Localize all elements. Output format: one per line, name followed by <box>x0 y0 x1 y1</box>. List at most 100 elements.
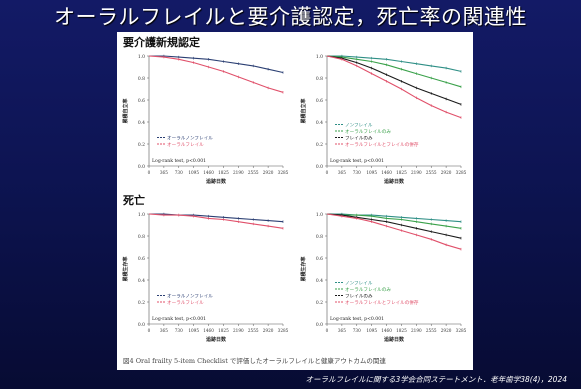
y-tick-label: 1.0 <box>316 212 323 218</box>
x-tick-label: 2190 <box>233 170 244 175</box>
x-tick-label: 2555 <box>248 170 259 175</box>
logrank-annotation: Log-rank test, p<0.001 <box>152 316 206 322</box>
y-tick-label: 1.0 <box>316 54 323 60</box>
x-tick-label: 2555 <box>426 328 437 333</box>
x-tick-label: 365 <box>338 328 346 333</box>
chart-care-right: 0.0 0.2 0.4 0.6 0.8 1.0 0 365 730 1095 1460 1825 219… <box>300 54 467 185</box>
x-axis-label: 追跡日数 <box>384 336 405 343</box>
x-tick-label: 1825 <box>396 328 407 333</box>
series-line <box>326 55 462 119</box>
series-line <box>149 55 284 74</box>
y-tick-label: 1.0 <box>138 212 145 218</box>
x-tick-label: 0 <box>326 328 329 333</box>
x-tick-label: 730 <box>175 328 183 333</box>
y-tick-label: 0.0 <box>138 322 145 328</box>
y-axis-label: 累積生存率 <box>300 256 307 281</box>
legend-label: オーラルフレイル <box>167 300 204 306</box>
x-tick-label: 730 <box>175 170 183 175</box>
footer-citation: オーラルフレイルに関する3学会合同ステートメント．老年歯学38(4)，2024 <box>305 375 567 384</box>
logrank-annotation: Log-rank test, p<0.001 <box>330 316 384 322</box>
y-tick-label: 0.0 <box>138 164 145 170</box>
series-line <box>326 213 462 229</box>
legend-label: オーラルフレイルのみ <box>345 129 391 135</box>
legend-label: オーラルフレイルとフレイルの併存 <box>345 141 419 148</box>
slide-title: オーラルフレイルと要介護認定，死亡率の関連性 <box>54 5 527 29</box>
x-tick-label: 730 <box>353 328 361 333</box>
y-tick-label: 1.0 <box>138 54 145 60</box>
y-tick-label: 0.2 <box>316 300 323 306</box>
x-tick-label: 1460 <box>203 328 214 333</box>
figure-caption: 図4 Oral frailty 5-item Checklist で評価したオー… <box>123 357 386 365</box>
legend-label: フレイルのみ <box>345 135 373 141</box>
legend-label: オーラルフレイルとフレイルの併存 <box>345 299 419 306</box>
chart-death-right: 0.0 0.2 0.4 0.6 0.8 1.0 0 365 730 1095 1460 1825 219… <box>300 212 467 343</box>
y-tick-label: 0.2 <box>138 142 145 148</box>
x-axis-label: 追跡日数 <box>384 178 405 185</box>
figure-panel: 要介護新規認定 死亡 0.0 0.2 0.4 0.6 0.8 1.0 0 365 730 1095… <box>117 32 473 370</box>
x-tick-label: 0 <box>148 170 151 175</box>
x-tick-label: 1460 <box>381 170 392 175</box>
x-tick-label: 2555 <box>248 328 259 333</box>
y-tick-label: 0.6 <box>316 256 323 262</box>
x-tick-label: 3285 <box>456 328 467 333</box>
x-axis-label: 追跡日数 <box>206 336 227 343</box>
x-tick-label: 1460 <box>203 170 214 175</box>
legend-label: オーラルフレイルのみ <box>345 287 391 293</box>
y-tick-label: 0.8 <box>316 234 323 240</box>
y-tick-label: 0.6 <box>138 98 145 104</box>
legend-label: オーラルフレイル <box>167 142 204 148</box>
legend-label: ノンフレイル <box>345 280 373 286</box>
y-tick-label: 0.4 <box>138 120 145 126</box>
series-line <box>327 55 462 72</box>
logrank-annotation: Log-rank test, p<0.001 <box>330 158 384 164</box>
x-tick-label: 1095 <box>366 170 377 175</box>
legend-label: ノンフレイル <box>345 122 373 128</box>
x-tick-label: 2190 <box>233 328 244 333</box>
chart-care-left: 0.0 0.2 0.4 0.6 0.8 1.0 0 365 730 1095 1460 1825 219… <box>122 54 289 185</box>
x-tick-label: 2190 <box>411 170 422 175</box>
logrank-annotation: Log-rank test, p<0.001 <box>152 158 206 164</box>
x-tick-label: 1825 <box>218 170 229 175</box>
x-tick-label: 1825 <box>218 328 229 333</box>
x-tick-label: 2920 <box>441 328 452 333</box>
x-tick-label: 3285 <box>278 328 289 333</box>
x-tick-label: 2920 <box>263 170 274 175</box>
x-tick-label: 3285 <box>278 170 289 175</box>
series-line <box>326 55 462 105</box>
y-axis-label: 累積自立率 <box>122 98 129 123</box>
x-tick-label: 2920 <box>441 170 452 175</box>
x-axis-label: 追跡日数 <box>206 178 227 185</box>
series-line <box>148 55 284 93</box>
y-tick-label: 0.8 <box>138 76 145 82</box>
y-tick-label: 0.4 <box>138 278 145 284</box>
legend-label: オーラルノンフレイル <box>167 293 213 299</box>
y-tick-label: 0.8 <box>138 234 145 240</box>
y-axis-label: 累積生存率 <box>122 256 129 281</box>
y-tick-label: 0.6 <box>316 98 323 104</box>
y-tick-label: 0.8 <box>316 76 323 82</box>
section-label-care: 要介護新規認定 <box>123 36 200 49</box>
x-tick-label: 730 <box>353 170 361 175</box>
x-tick-label: 1095 <box>188 170 199 175</box>
y-axis-label: 累積自立率 <box>300 98 307 123</box>
series-line <box>326 213 462 239</box>
legend-label: オーラルノンフレイル <box>167 135 213 141</box>
chart-death-left: 0.0 0.2 0.4 0.6 0.8 1.0 0 365 730 1095 1460 1825 219… <box>122 212 289 343</box>
x-tick-label: 0 <box>148 328 151 333</box>
series-line <box>326 213 462 250</box>
x-tick-label: 0 <box>326 170 329 175</box>
y-tick-label: 0.2 <box>316 142 323 148</box>
x-tick-label: 1095 <box>188 328 199 333</box>
x-tick-label: 3285 <box>456 170 467 175</box>
x-tick-label: 2920 <box>263 328 274 333</box>
series-line <box>148 213 284 229</box>
x-tick-label: 1095 <box>366 328 377 333</box>
y-tick-label: 0.6 <box>138 256 145 262</box>
y-tick-label: 0.0 <box>316 164 323 170</box>
y-tick-label: 0.0 <box>316 322 323 328</box>
y-tick-label: 0.2 <box>138 300 145 306</box>
x-tick-label: 1460 <box>381 328 392 333</box>
x-tick-label: 365 <box>160 170 168 175</box>
legend-label: フレイルのみ <box>345 293 373 299</box>
x-tick-label: 365 <box>338 170 346 175</box>
